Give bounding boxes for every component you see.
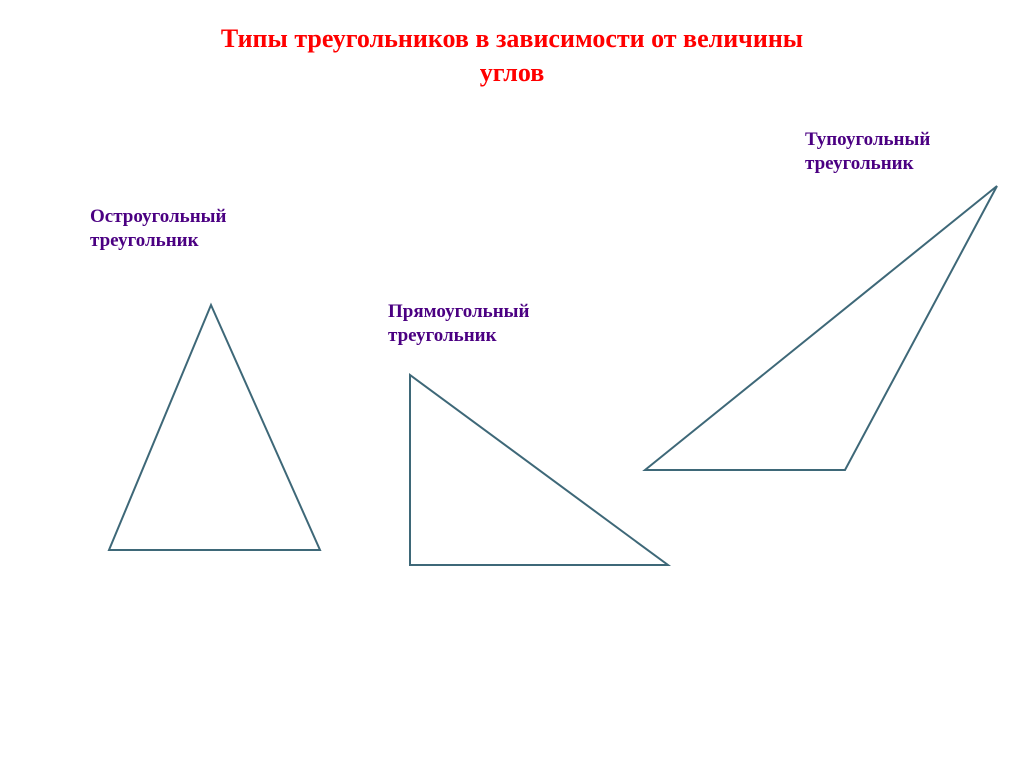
right-triangle-shape (410, 375, 668, 565)
acute-triangle (80, 295, 340, 565)
page-title-line1: Типы треугольников в зависимости от вели… (0, 22, 1024, 56)
diagram-canvas: Типы треугольников в зависимости от вели… (0, 0, 1024, 768)
page-title: Типы треугольников в зависимости от вели… (0, 22, 1024, 90)
right-label: Прямоугольный треугольник (388, 300, 529, 348)
page-title-line2: углов (0, 56, 1024, 90)
obtuse-label: Тупоугольный треугольник (805, 128, 930, 176)
obtuse-triangle-shape (645, 186, 997, 470)
acute-label: Остроугольный треугольник (90, 205, 226, 253)
obtuse-triangle (635, 178, 1024, 488)
acute-triangle-shape (109, 305, 320, 550)
